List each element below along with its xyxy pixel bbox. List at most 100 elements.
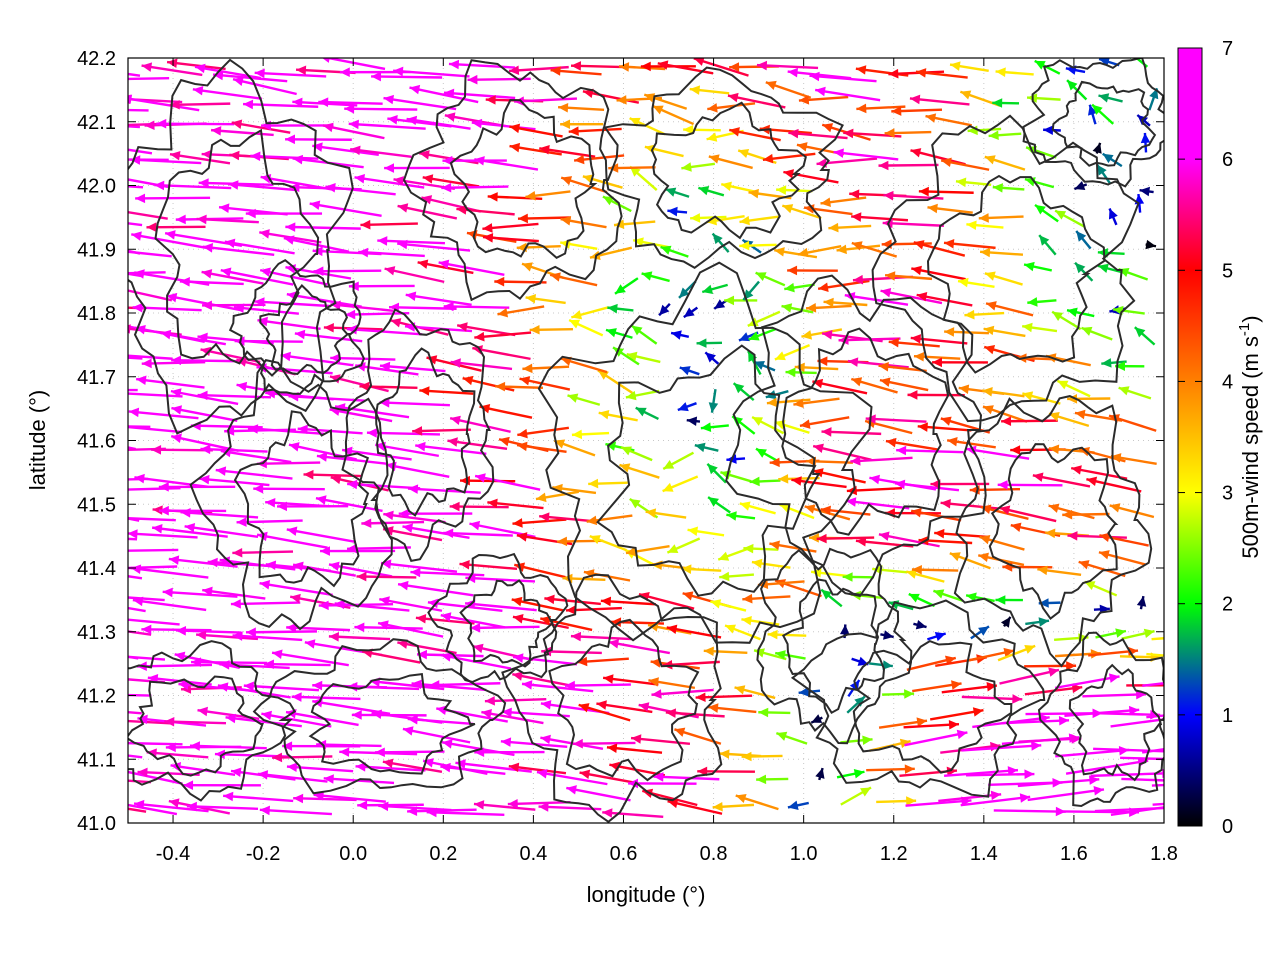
wind-arrow-head xyxy=(966,592,977,602)
wind-arrow xyxy=(997,644,1036,662)
y-tick-label: 42.0 xyxy=(77,176,116,198)
wind-arrow-head xyxy=(978,552,989,563)
wind-arrow xyxy=(511,596,565,612)
wind-arrow-head xyxy=(64,432,75,441)
wind-arrow xyxy=(377,620,444,638)
wind-arrow xyxy=(1139,186,1154,197)
wind-arrow xyxy=(253,483,325,494)
wind-arrow-head xyxy=(671,330,682,340)
wind-arrow-head xyxy=(734,685,746,695)
wind-arrow xyxy=(961,694,1023,704)
wind-arrow-head xyxy=(743,543,754,554)
wind-arrow-head xyxy=(899,738,911,749)
wind-arrow-shaft xyxy=(128,250,172,258)
y-tick-label: 41.5 xyxy=(77,494,116,516)
wind-arrow-head xyxy=(351,710,362,720)
wind-arrow-head xyxy=(696,338,707,348)
wind-arrow xyxy=(739,501,776,515)
wind-arrow-head xyxy=(1102,153,1114,164)
wind-arrow-head xyxy=(776,731,788,741)
wind-arrow-head xyxy=(232,631,243,641)
wind-arrow-head xyxy=(823,297,834,308)
plot-area xyxy=(64,57,1178,824)
wind-arrow-head xyxy=(958,384,970,394)
wind-arrow-head xyxy=(384,163,395,173)
wind-arrow-shaft xyxy=(1120,756,1164,761)
wind-arrow-head xyxy=(851,212,862,222)
wind-arrow xyxy=(254,68,327,79)
wind-arrow-shaft xyxy=(135,377,205,389)
wind-arrow xyxy=(1102,152,1123,168)
wind-arrow-head xyxy=(473,800,485,810)
wind-arrow-shaft xyxy=(347,685,420,691)
wind-arrow-head xyxy=(197,332,208,343)
wind-arrow-head xyxy=(568,126,579,136)
wind-arrow xyxy=(456,205,515,216)
wind-arrow-shaft xyxy=(397,204,458,220)
wind-arrow-head xyxy=(1031,741,1042,751)
wind-arrow xyxy=(653,772,720,782)
wind-arrow-head xyxy=(402,726,414,736)
wind-arrow-head xyxy=(910,148,922,158)
wind-arrow-shaft xyxy=(286,293,362,308)
wind-arrow xyxy=(840,786,872,806)
wind-arrow xyxy=(751,416,785,435)
wind-arrow-head xyxy=(1168,714,1178,723)
wind-arrow xyxy=(999,505,1057,523)
wind-arrow-shaft xyxy=(440,613,506,629)
wind-arrow-head xyxy=(997,480,1008,490)
wind-arrow-head xyxy=(843,128,854,139)
wind-arrow-head xyxy=(462,375,474,386)
wind-arrow-head xyxy=(1048,667,1059,677)
wind-arrow-head xyxy=(849,189,860,199)
wind-arrow-head xyxy=(472,643,484,654)
wind-arrow-head xyxy=(894,479,906,490)
wind-arrow xyxy=(719,571,754,582)
wind-arrow-head xyxy=(813,443,824,453)
wind-arrow xyxy=(141,358,206,369)
wind-arrow-head xyxy=(883,630,894,640)
wind-arrow xyxy=(568,126,622,136)
wind-arrow xyxy=(925,113,972,127)
terrain-contour xyxy=(1068,663,1163,782)
wind-arrow-head xyxy=(653,772,664,782)
wind-arrow xyxy=(1110,806,1164,816)
wind-arrow-head xyxy=(522,680,533,690)
wind-arrow xyxy=(1146,652,1164,657)
wind-arrow-head xyxy=(729,127,740,137)
wind-arrow-shaft xyxy=(355,364,419,376)
wind-arrow-head xyxy=(379,361,391,372)
wind-arrow-head xyxy=(146,222,157,232)
wind-arrow-shaft xyxy=(427,601,503,613)
colorbar-tick-label: 5 xyxy=(1222,260,1233,282)
wind-arrow-head xyxy=(72,595,83,604)
wind-arrow xyxy=(128,575,143,580)
wind-arrow-head xyxy=(765,80,777,90)
wind-arrow-shaft xyxy=(128,72,141,77)
wind-arrow-head xyxy=(162,587,173,598)
wind-arrow xyxy=(508,762,567,775)
wind-arrow xyxy=(245,208,323,219)
wind-arrow xyxy=(512,671,572,687)
wind-arrow xyxy=(784,282,815,293)
wind-arrow-head xyxy=(292,154,304,165)
terrain-contour xyxy=(790,599,1046,798)
wind-arrow-head xyxy=(347,682,358,692)
wind-arrow xyxy=(933,589,964,602)
wind-arrow-head xyxy=(560,119,571,130)
terrain-contour xyxy=(548,618,700,782)
wind-arrow-head xyxy=(1058,715,1070,726)
wind-arrow-shaft xyxy=(371,75,443,79)
wind-arrow xyxy=(202,243,275,256)
wind-arrow-head xyxy=(398,580,409,591)
wind-arrow xyxy=(359,381,418,392)
wind-arrow-head xyxy=(405,291,417,301)
wind-arrow-shaft xyxy=(128,532,198,539)
wind-arrow-head xyxy=(113,799,124,808)
wind-arrow xyxy=(128,618,180,626)
wind-arrow xyxy=(128,486,181,491)
wind-arrow-head xyxy=(233,76,244,87)
wind-arrow xyxy=(812,443,872,461)
wind-arrow xyxy=(1078,560,1126,578)
wind-arrow-head xyxy=(769,457,780,468)
